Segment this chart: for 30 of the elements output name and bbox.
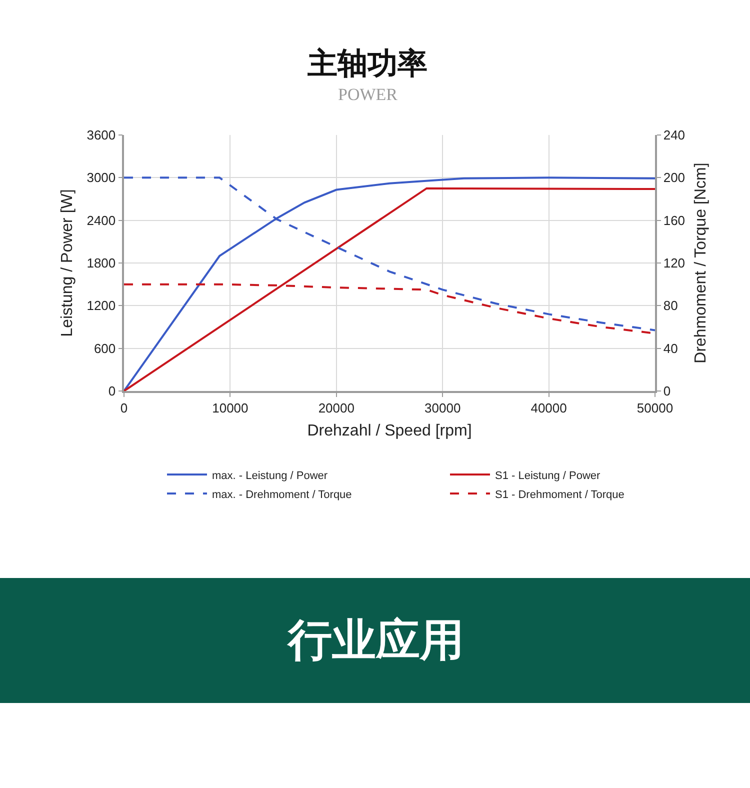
chart-subtitle: POWER bbox=[338, 85, 398, 104]
x-tick-label: 20000 bbox=[318, 400, 354, 416]
y2-tick-label: 40 bbox=[663, 340, 678, 356]
y-tick-label: 1800 bbox=[86, 256, 116, 271]
x-tick-label: 0 bbox=[120, 400, 128, 416]
legend-label: max. - Drehmoment / Torque bbox=[212, 488, 352, 501]
y-tick-label: 3600 bbox=[86, 128, 116, 143]
y-tick-label: 0 bbox=[108, 384, 116, 399]
x-tick-label: 30000 bbox=[424, 400, 461, 416]
legend-label: S1 - Leistung / Power bbox=[495, 470, 601, 482]
x-tick-label: 40000 bbox=[530, 400, 567, 416]
y-tick-label: 3000 bbox=[86, 170, 116, 186]
y-axis-title: Leistung / Power [W] bbox=[59, 189, 76, 337]
x-axis-title: Drehzahl / Speed [rpm] bbox=[307, 422, 472, 440]
x-tick-label: 10000 bbox=[212, 400, 248, 416]
legend-label: max. - Leistung / Power bbox=[212, 470, 328, 482]
y2-tick-label: 120 bbox=[663, 256, 686, 271]
y-tick-label: 1200 bbox=[86, 298, 116, 314]
y2-tick-label: 80 bbox=[663, 298, 678, 314]
y-tick-label: 2400 bbox=[86, 212, 116, 228]
y2-tick-label: 200 bbox=[663, 170, 686, 186]
text: 行业应用 bbox=[286, 615, 464, 666]
chart-title: 主轴功率 bbox=[306, 46, 428, 82]
x-tick-label: 50000 bbox=[636, 400, 674, 416]
y2-axis-title: Drehmoment / Torque [Ncm] bbox=[692, 162, 710, 364]
y2-tick-label: 160 bbox=[663, 212, 686, 228]
y2-tick-label: 0 bbox=[663, 384, 671, 399]
y-tick-label: 600 bbox=[94, 340, 116, 356]
y2-tick-label: 240 bbox=[663, 128, 686, 143]
legend-label: S1 - Drehmoment / Torque bbox=[495, 488, 624, 501]
